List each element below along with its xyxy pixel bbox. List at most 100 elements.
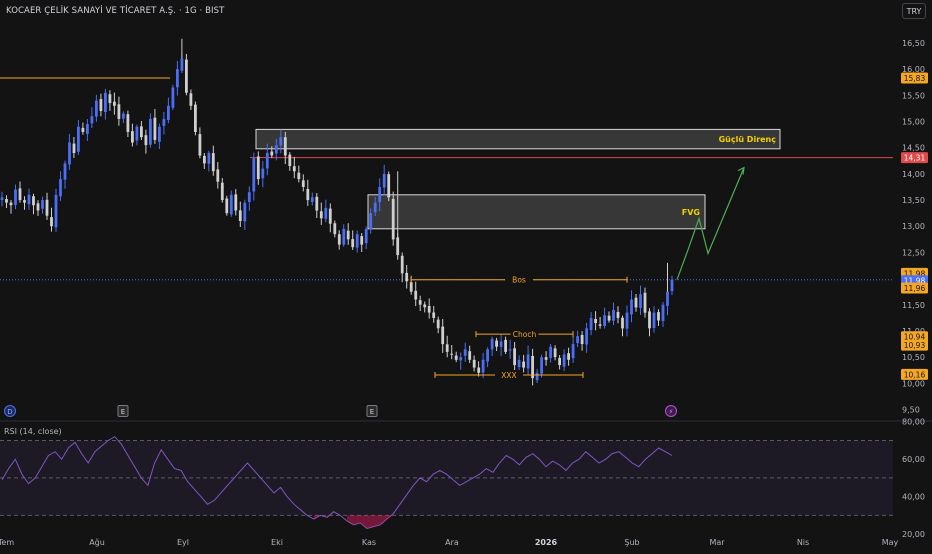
candle-body: [540, 357, 543, 374]
candle-body: [310, 197, 314, 202]
price-tag: 11,98: [904, 277, 926, 286]
candle-body: [306, 189, 310, 201]
candle-body: [531, 356, 534, 379]
candle-body: [328, 208, 332, 224]
candle-body: [486, 349, 489, 362]
time-tick-label: Eki: [271, 538, 283, 547]
candle-body: [382, 173, 386, 188]
candle-body: [247, 192, 251, 202]
time-tick-label: 2026: [535, 538, 558, 547]
candle-body: [427, 306, 431, 313]
rsi-line: [1, 436, 673, 530]
candle-body: [603, 315, 606, 326]
price-tag-bg: [901, 152, 928, 164]
candle-body: [194, 104, 197, 132]
candle-body: [158, 126, 161, 142]
earnings-marker[interactable]: [366, 405, 378, 417]
candle-body: [670, 279, 674, 292]
price-tag: 14,31: [904, 154, 926, 163]
candle-body: [630, 299, 633, 315]
candle-body: [252, 158, 256, 192]
candle-body: [229, 194, 233, 215]
candle-body: [400, 255, 404, 274]
candle-body: [490, 338, 494, 350]
candle-body: [198, 134, 202, 156]
candle-body: [598, 324, 602, 326]
candle-body: [369, 213, 373, 230]
candle-body: [571, 344, 575, 359]
price-tick-label: 15,50: [902, 91, 925, 100]
candle-body: [68, 142, 71, 165]
price-tag-bg: [901, 331, 928, 343]
candle-body: [463, 349, 467, 356]
xxx-label: XXX: [501, 371, 516, 380]
price-tick-label: 16,00: [902, 65, 925, 74]
candle-body: [351, 239, 355, 248]
candle-body: [504, 339, 507, 352]
candle-body: [86, 124, 89, 134]
candle-body: [454, 355, 458, 360]
price-tick-label: 11,50: [902, 301, 925, 310]
candle-body: [549, 346, 552, 358]
candle-body: [378, 187, 382, 203]
candle-body: [122, 113, 125, 119]
earnings-marker[interactable]: [117, 405, 129, 417]
candle-body: [0, 197, 4, 200]
candle-body: [180, 58, 184, 71]
candle-body: [621, 317, 624, 329]
candle-body: [445, 344, 449, 352]
time-tick-label: Eyl: [177, 538, 189, 547]
time-tick-label: Ara: [445, 538, 459, 547]
price-tag-bg: [901, 282, 928, 294]
candle-body: [36, 203, 40, 211]
candle-body: [162, 118, 166, 126]
candle-body: [342, 228, 346, 245]
price-tag: 15,83: [904, 74, 926, 83]
candle-body: [612, 310, 615, 321]
candle-body: [45, 199, 49, 216]
dividend-marker[interactable]: [4, 405, 16, 417]
candle-body: [32, 196, 35, 206]
candle-body: [72, 143, 76, 153]
candle-body: [319, 211, 323, 219]
candle-body: [81, 127, 85, 132]
candle-body: [167, 105, 170, 120]
event-marker-text: ⚡: [669, 408, 674, 416]
candle-body: [279, 137, 283, 146]
candle-body: [643, 292, 647, 313]
candle-body: [495, 340, 498, 347]
event-marker[interactable]: [665, 405, 677, 417]
price-tick-label: 14,50: [902, 144, 925, 153]
candle-body: [607, 315, 611, 321]
candle-body: [117, 104, 121, 119]
candle-body: [373, 202, 377, 213]
currency-button[interactable]: TRY: [902, 3, 926, 19]
candle-body: [450, 353, 454, 355]
candle-body: [77, 126, 80, 152]
time-tick-label: May: [882, 538, 899, 547]
candle-body: [639, 294, 642, 308]
choch-label: Choch: [513, 330, 537, 339]
bos-label-bg: [505, 274, 533, 285]
candle-body: [481, 359, 485, 373]
bos-label: Bos: [512, 276, 526, 285]
candle-body: [391, 199, 395, 240]
candle-body: [41, 200, 44, 209]
price-tick-label: 16,50: [902, 39, 925, 48]
candle-body: [436, 319, 440, 329]
candle-body: [324, 207, 328, 219]
candle-body: [423, 304, 427, 308]
price-tick-label: 12,50: [902, 248, 925, 257]
candle-body: [652, 312, 656, 328]
candle-body: [346, 230, 350, 240]
earnings-marker-text: E: [370, 408, 374, 416]
candle-body: [634, 297, 638, 308]
candle-body: [648, 311, 651, 329]
price-tick-label: 15,00: [902, 118, 925, 127]
candle-body: [171, 87, 175, 108]
candle-body: [594, 319, 597, 324]
price-tag: 10,16: [904, 370, 926, 379]
candle-body: [292, 166, 296, 172]
